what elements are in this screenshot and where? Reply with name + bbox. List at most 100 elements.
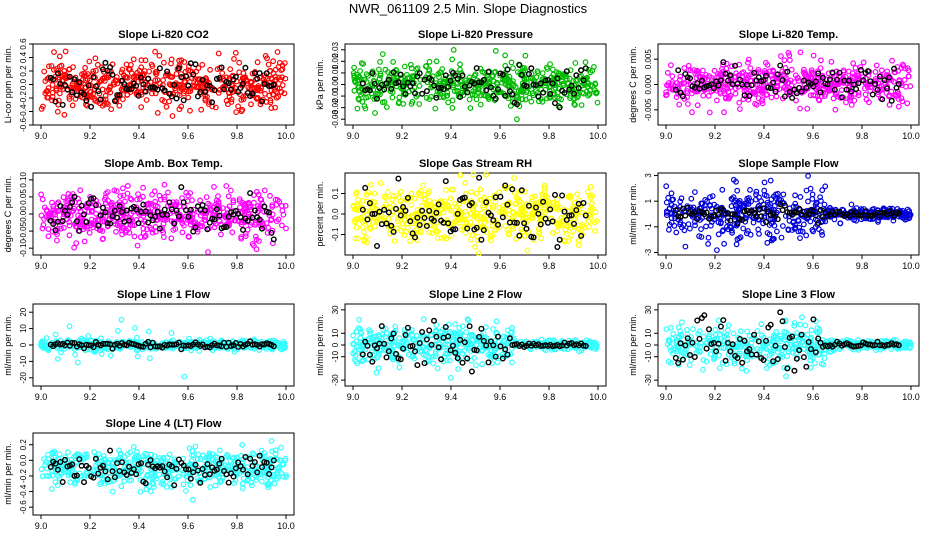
highlight-point <box>400 83 407 90</box>
highlight-point <box>204 82 211 89</box>
data-point <box>477 186 484 193</box>
highlight-point <box>135 92 142 99</box>
y-tick-label: 0.05 <box>19 189 28 205</box>
data-point <box>477 101 484 108</box>
highlight-point <box>846 77 853 84</box>
data-point <box>161 181 168 188</box>
x-tick-label: 10.0 <box>589 392 607 402</box>
y-tick-label: 0.000 <box>644 74 653 95</box>
highlight-point <box>259 98 266 105</box>
data-point <box>227 66 234 73</box>
highlight-point <box>175 65 182 72</box>
data-point <box>104 101 111 107</box>
highlight-point <box>495 86 502 93</box>
data-point <box>103 100 110 106</box>
data-point <box>898 64 905 71</box>
data-point <box>135 191 141 198</box>
data-point <box>481 92 487 99</box>
data-point <box>426 68 433 74</box>
data-point <box>663 199 670 206</box>
data-point <box>572 60 579 66</box>
data-point <box>673 94 680 100</box>
highlight-point <box>803 84 810 91</box>
data-point <box>669 78 676 85</box>
data-point <box>228 81 235 88</box>
data-point <box>235 103 242 110</box>
highlight-point <box>156 65 163 72</box>
data-point <box>377 180 384 187</box>
data-point <box>134 353 141 360</box>
highlight-point <box>476 79 483 86</box>
data-point <box>98 77 105 84</box>
data-point <box>123 74 130 80</box>
data-point <box>451 88 458 95</box>
highlight-point <box>751 69 758 76</box>
data-point <box>396 335 403 342</box>
data-point <box>559 77 565 84</box>
data-point <box>502 222 509 229</box>
data-point <box>805 173 811 179</box>
highlight-point <box>445 83 452 90</box>
panel-3: Slope Li-820 Temp.degrees C per min.9.0 9… <box>628 29 920 141</box>
highlight-point <box>359 80 366 87</box>
data-point <box>72 351 79 358</box>
data-point <box>585 92 592 99</box>
highlight-point <box>552 100 559 107</box>
data-point <box>452 321 459 327</box>
data-point <box>242 200 249 207</box>
data-point <box>522 52 529 59</box>
data-point <box>773 93 780 100</box>
highlight-point <box>263 70 270 77</box>
scatter-points <box>38 48 289 119</box>
data-point <box>205 249 211 256</box>
data-point <box>403 71 410 78</box>
highlight-point <box>249 90 256 97</box>
data-point <box>119 66 126 73</box>
highlight-point <box>582 65 589 72</box>
data-point <box>46 63 52 70</box>
panel-title: Slope Line 2 Flow <box>429 289 522 301</box>
data-point <box>181 59 188 65</box>
highlight-point <box>185 82 192 89</box>
data-point <box>66 222 73 229</box>
x-tick-label: 9.2 <box>84 131 97 141</box>
data-point <box>131 233 138 240</box>
data-point <box>45 233 52 240</box>
highlight-point <box>509 91 516 98</box>
data-point <box>137 234 144 241</box>
data-point <box>181 78 188 85</box>
data-point <box>493 318 500 325</box>
data-point <box>248 101 254 108</box>
data-point <box>113 228 119 235</box>
data-point <box>169 74 176 80</box>
x-tick-label: 10.0 <box>902 261 920 271</box>
data-point <box>56 90 63 97</box>
data-point <box>855 72 861 79</box>
highlight-point <box>559 192 566 199</box>
data-point <box>764 62 771 68</box>
y-tick-label: 30 <box>331 305 340 314</box>
data-point <box>665 80 672 86</box>
data-point <box>44 94 51 101</box>
data-point <box>148 90 155 97</box>
highlight-point <box>504 66 511 73</box>
y-tick-label: 0.02 <box>331 53 340 69</box>
data-point <box>134 242 141 249</box>
highlight-point <box>85 82 92 89</box>
data-point <box>848 201 855 208</box>
x-tick-label: 9.2 <box>709 131 722 141</box>
highlight-point <box>116 91 123 98</box>
highlight-point <box>232 73 239 80</box>
highlight-point <box>772 88 779 95</box>
highlight-point <box>514 101 521 108</box>
highlight-point <box>817 89 824 96</box>
data-point <box>85 333 91 339</box>
data-point <box>92 55 99 62</box>
highlight-point <box>83 97 90 104</box>
highlight-point <box>497 193 504 200</box>
data-point <box>434 365 441 372</box>
highlight-point <box>542 77 549 84</box>
highlight-point <box>556 104 563 111</box>
highlight-point <box>831 86 838 93</box>
data-point <box>778 234 785 241</box>
